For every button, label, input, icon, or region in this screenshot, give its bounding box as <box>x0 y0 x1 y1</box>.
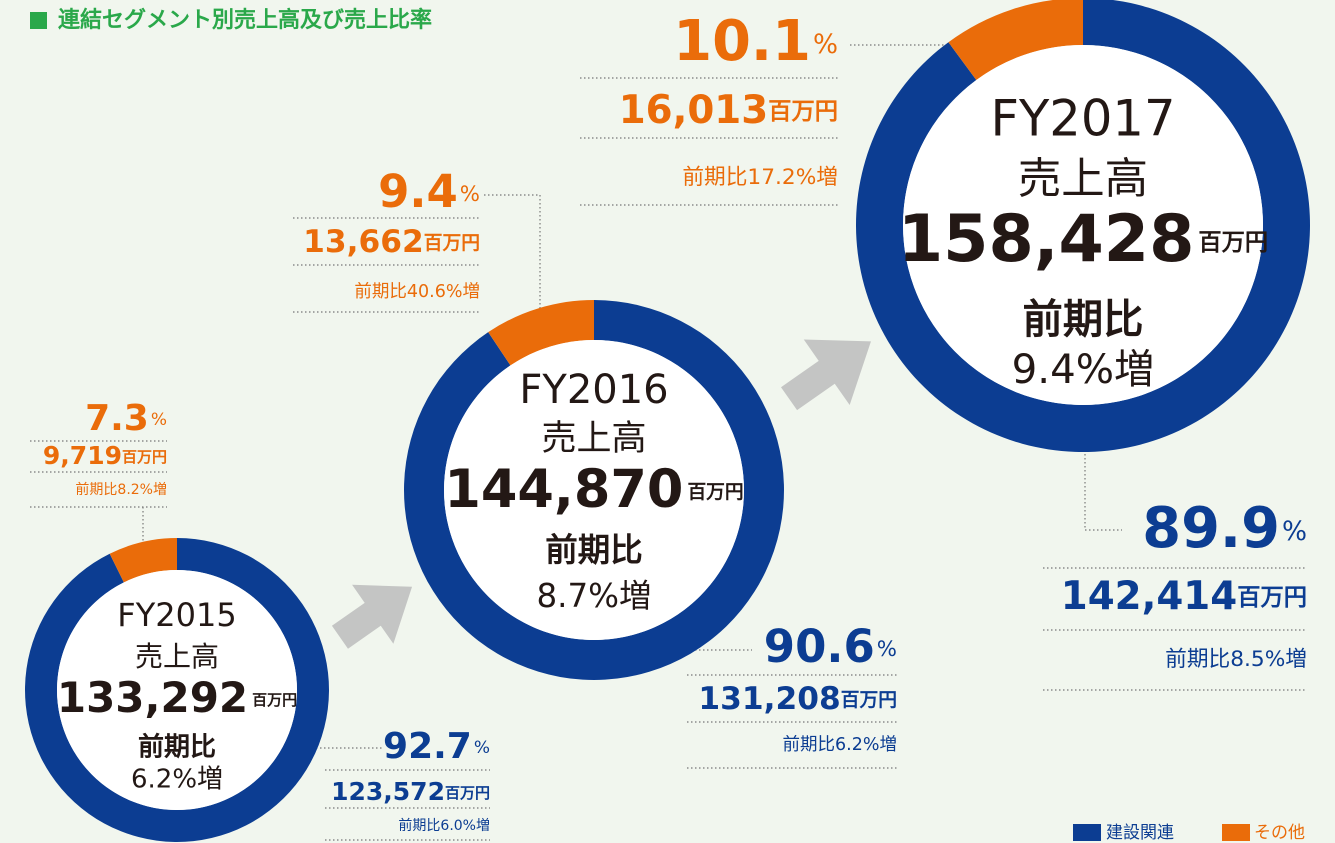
growth-label: 前期比 <box>545 531 643 569</box>
growth-label: 前期比 <box>138 732 216 763</box>
amount-unit: 百万円 <box>424 233 480 254</box>
share-unit: % <box>474 738 490 758</box>
share-value: 90.6 <box>764 620 875 673</box>
share-label: 7.3% <box>85 398 167 439</box>
amount-label: 123,572百万円 <box>331 777 490 806</box>
center-label: 売上高 <box>135 640 219 673</box>
amount-unit: 百万円 <box>1237 584 1307 611</box>
total-unit: 百万円 <box>687 482 743 503</box>
amount-value: 142,414 <box>1061 574 1238 619</box>
growth: 8.7%増 <box>536 577 651 615</box>
amount-label: 13,662百万円 <box>303 224 480 260</box>
amount-unit: 百万円 <box>122 448 167 466</box>
share-unit: % <box>1282 517 1307 547</box>
amount-label: 16,013百万円 <box>619 88 838 133</box>
share-label: 10.1% <box>673 9 838 74</box>
leader-line <box>1084 450 1122 531</box>
amount-value: 131,208 <box>698 681 840 717</box>
center-label: 売上高 <box>541 419 646 459</box>
title-marker <box>30 12 47 29</box>
change-label: 前期比8.5%増 <box>1165 647 1307 672</box>
amount-label: 142,414百万円 <box>1061 574 1307 619</box>
change-label: 前期比6.0%増 <box>398 817 490 834</box>
donut-segment <box>488 300 594 366</box>
growth-label: 前期比 <box>1023 296 1144 343</box>
amount-label: 9,719百万円 <box>43 441 167 470</box>
share-value: 92.7 <box>383 726 472 767</box>
total: 158,428 百万円 <box>898 202 1268 277</box>
donut-hole <box>57 570 297 810</box>
total-value: 133,292 <box>57 673 248 722</box>
amount-value: 16,013 <box>619 88 769 133</box>
amount-unit: 百万円 <box>768 98 838 125</box>
share-value: 9.4 <box>378 165 458 218</box>
donut-segment <box>109 538 177 583</box>
share-label: 92.7% <box>383 726 490 767</box>
share-value: 89.9 <box>1142 496 1280 561</box>
share-unit: % <box>151 410 167 430</box>
donut-hole <box>444 340 744 640</box>
legend-swatch <box>1222 824 1250 841</box>
change-label: 前期比17.2%増 <box>682 165 838 190</box>
arrow <box>781 339 871 411</box>
growth: 6.2%増 <box>131 765 223 795</box>
donut-hole <box>903 45 1263 405</box>
amount-value: 9,719 <box>43 441 122 470</box>
share-unit: % <box>813 30 838 60</box>
share-unit: % <box>877 637 897 662</box>
amount-label: 131,208百万円 <box>698 681 897 717</box>
change-label: 前期比40.6%増 <box>354 282 480 302</box>
total: 144,870 百万円 <box>444 459 743 520</box>
total-value: 144,870 <box>444 459 683 520</box>
total-unit: 百万円 <box>252 691 297 709</box>
share-value: 10.1 <box>673 9 811 74</box>
total-unit: 百万円 <box>1198 229 1268 256</box>
legend-swatch <box>1073 824 1101 841</box>
share-label: 90.6% <box>764 620 897 673</box>
legend-label: その他 <box>1254 823 1305 843</box>
page-title: 連結セグメント別売上高及び売上比率 <box>58 7 432 33</box>
amount-unit: 百万円 <box>841 690 897 711</box>
total: 133,292 百万円 <box>57 673 297 722</box>
amount-unit: 百万円 <box>445 784 490 802</box>
arrow <box>331 584 413 649</box>
chart-title: FY2017 <box>990 90 1175 148</box>
change-label: 前期比8.2%増 <box>75 481 167 498</box>
center-label: 売上高 <box>1018 155 1148 205</box>
share-label: 9.4% <box>378 165 480 218</box>
legend-label: 建設関連 <box>1106 823 1174 843</box>
amount-value: 13,662 <box>303 224 424 260</box>
chart-title: FY2015 <box>117 596 236 634</box>
chart-title: FY2016 <box>519 367 668 413</box>
growth: 9.4%増 <box>1012 346 1155 393</box>
share-label: 89.9% <box>1142 496 1307 561</box>
share-value: 7.3 <box>85 398 149 439</box>
change-label: 前期比6.2%増 <box>783 735 897 755</box>
donut-segment <box>948 0 1083 81</box>
total-value: 158,428 <box>898 202 1194 277</box>
leader-line <box>484 194 541 325</box>
amount-value: 123,572 <box>331 777 445 806</box>
share-unit: % <box>460 182 480 207</box>
